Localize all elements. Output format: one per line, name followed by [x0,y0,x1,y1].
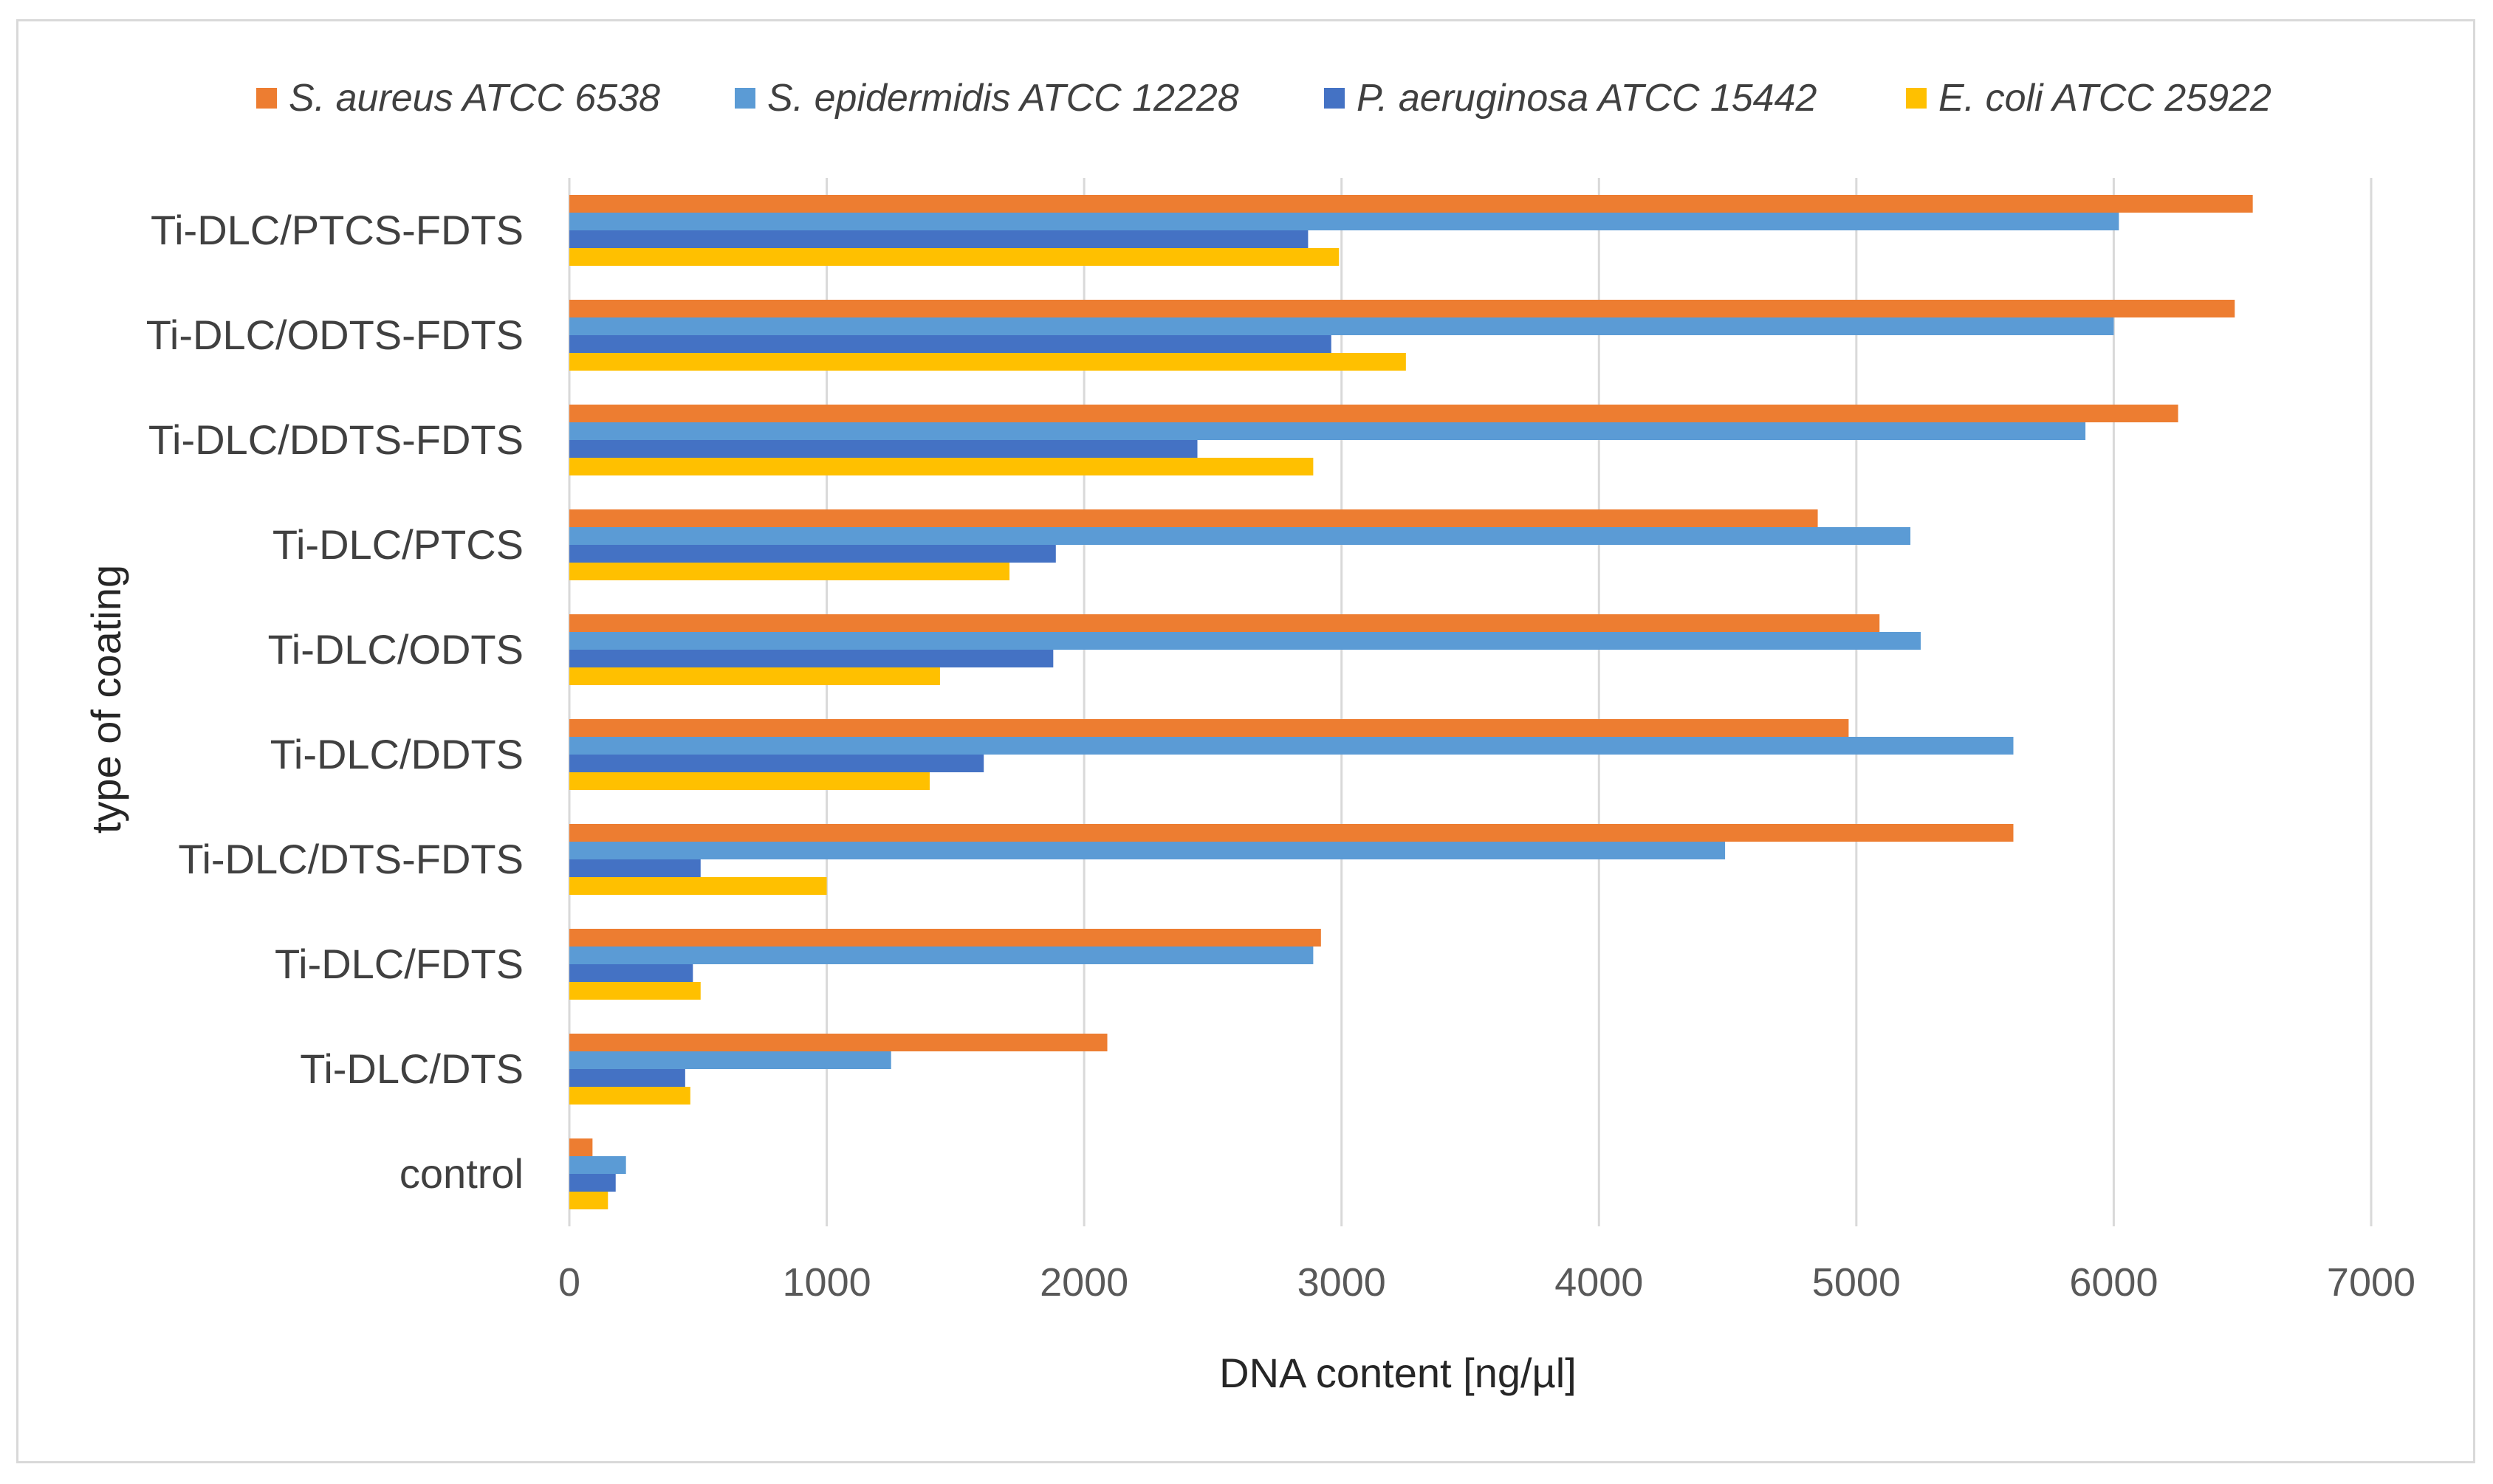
bar [569,877,827,895]
bar [569,632,1921,650]
bar [569,947,1314,964]
bar [569,335,1331,353]
legend-label: S. aureus ATCC 6538 [289,77,660,120]
category-label: Ti-DLC/FDTS [275,941,524,987]
bar [569,1192,608,1209]
bar [569,1051,891,1069]
legend: S. aureus ATCC 6538 S. epidermidis ATCC 1… [256,77,2271,120]
legend-label: P. aeruginosa ATCC 15442 [1357,77,1817,120]
legend-label: E. coli ATCC 25922 [1938,77,2271,120]
bar [569,842,1726,859]
category-label: Ti-DLC/ODTS [268,626,524,673]
bar [569,1034,1108,1051]
bar [569,563,1010,580]
category-label: Ti-DLC/PTCS-FDTS [151,207,524,253]
bar [569,1069,685,1087]
x-tick-label: 3000 [1297,1260,1386,1305]
bar [569,213,2119,230]
bar [569,719,1849,737]
bar [569,440,1198,458]
x-tick-label: 0 [558,1260,580,1305]
category-labels: control Ti-DLC/DTS Ti-DLC/FDTS Ti-DLC/DTS-F… [146,207,524,1197]
category-label: Ti-DLC/PTCS [272,521,524,568]
bar [569,929,1321,947]
bar [569,527,1911,545]
bar [569,964,693,982]
bar [569,737,2014,755]
category-label: control [400,1150,524,1197]
bar [569,248,1340,266]
x-tick-label: 7000 [2327,1260,2415,1305]
bar [569,509,1818,527]
bar-chart: S. aureus ATCC 6538 S. epidermidis ATCC 1… [83,77,2415,1396]
bar [569,650,1054,667]
bar [569,545,1056,563]
bar [569,422,2086,440]
legend-swatch [1324,88,1345,109]
legend-swatch [1906,88,1927,109]
x-tick-label: 4000 [1554,1260,1643,1305]
category-label: Ti-DLC/ODTS-FDTS [146,312,524,358]
bar [569,667,940,685]
x-tick-label: 5000 [1812,1260,1901,1305]
chart-frame: S. aureus ATCC 6538 S. epidermidis ATCC 1… [16,19,2475,1463]
bar [569,300,2235,317]
bar [569,458,1314,475]
x-tick-label: 1000 [783,1260,871,1305]
category-label: Ti-DLC/DTS-FDTS [178,836,524,882]
category-label: Ti-DLC/DDTS [270,731,524,777]
bar [569,982,701,1000]
bar [569,230,1309,248]
x-tick-labels: 0 1000 2000 3000 4000 5000 6000 7000 [558,1260,2415,1305]
legend-swatch [735,88,755,109]
bar [569,614,1880,632]
bar [569,405,2178,422]
category-label: Ti-DLC/DDTS-FDTS [148,416,524,463]
x-axis-title: DNA content [ng/µl] [1219,1350,1577,1396]
bars [569,195,2253,1209]
bar [569,1156,626,1174]
bar [569,195,2253,213]
x-tick-label: 2000 [1040,1260,1128,1305]
x-tick-label: 6000 [2069,1260,2158,1305]
bar [569,1138,593,1156]
bar [569,1174,616,1192]
bar [569,772,930,790]
y-axis-title: type of coating [83,565,129,834]
bar [569,824,2014,842]
legend-swatch [256,88,277,109]
bar [569,755,984,772]
bar [569,353,1406,371]
bar [569,317,2114,335]
category-label: Ti-DLC/DTS [300,1045,524,1092]
bar [569,859,701,877]
bar [569,1087,690,1105]
legend-label: S. epidermidis ATCC 12228 [767,77,1239,120]
